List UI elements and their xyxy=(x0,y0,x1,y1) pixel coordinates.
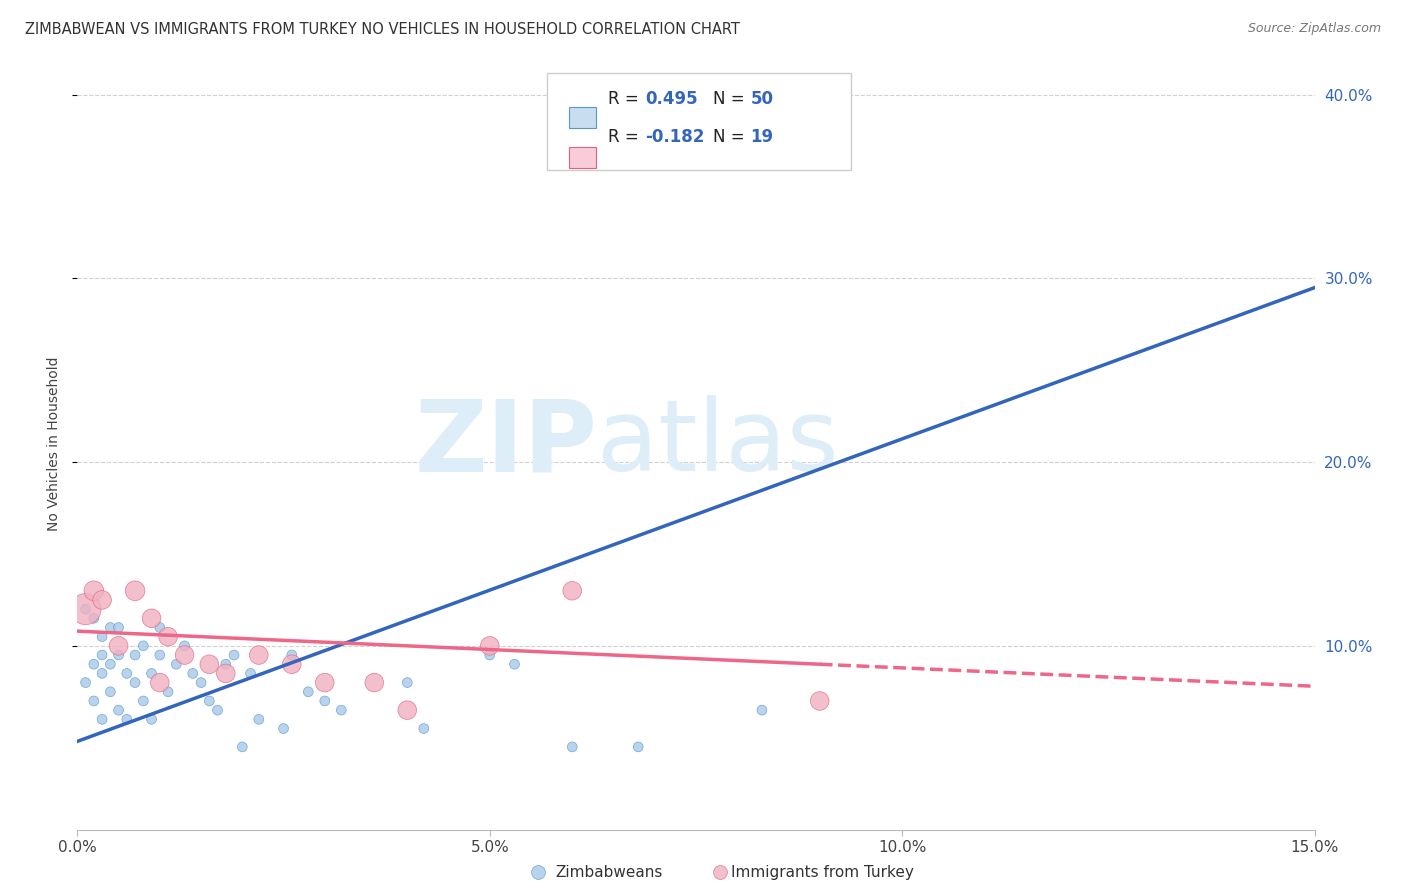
Point xyxy=(363,675,385,690)
Point xyxy=(239,666,262,681)
Point xyxy=(165,657,187,672)
Point xyxy=(75,675,97,690)
Point xyxy=(157,685,180,699)
Point xyxy=(527,865,550,880)
Text: N =: N = xyxy=(713,128,751,146)
Text: Source: ZipAtlas.com: Source: ZipAtlas.com xyxy=(1247,22,1381,36)
Point xyxy=(215,657,238,672)
Point xyxy=(83,657,105,672)
Point xyxy=(115,712,138,726)
Point xyxy=(91,712,114,726)
Point xyxy=(173,639,195,653)
Point xyxy=(725,124,748,138)
Point xyxy=(396,703,419,717)
Text: ZIP: ZIP xyxy=(415,395,598,492)
Point xyxy=(808,694,831,708)
Text: R =: R = xyxy=(609,90,644,108)
Text: R =: R = xyxy=(609,128,644,146)
Point xyxy=(222,648,245,662)
Text: Immigrants from Turkey: Immigrants from Turkey xyxy=(731,865,914,880)
Point xyxy=(91,630,114,644)
Point xyxy=(412,722,434,736)
Text: N =: N = xyxy=(713,90,751,108)
Text: 0.495: 0.495 xyxy=(645,90,697,108)
Point xyxy=(231,739,253,754)
Point xyxy=(107,620,129,634)
Bar xyxy=(568,106,596,128)
Point xyxy=(107,648,129,662)
Point xyxy=(478,648,501,662)
Point xyxy=(107,639,129,653)
Point xyxy=(281,657,304,672)
Point xyxy=(157,630,180,644)
Point xyxy=(98,685,121,699)
Point xyxy=(627,739,650,754)
Point xyxy=(124,675,146,690)
Point xyxy=(75,602,97,616)
Text: Zimbabweans: Zimbabweans xyxy=(555,865,662,880)
Point xyxy=(314,694,336,708)
Text: 19: 19 xyxy=(751,128,773,146)
Point xyxy=(273,722,295,736)
Point xyxy=(141,666,163,681)
Text: atlas: atlas xyxy=(598,395,838,492)
Point xyxy=(207,703,229,717)
Point xyxy=(478,639,501,653)
Point xyxy=(561,739,583,754)
Point xyxy=(132,639,155,653)
Point xyxy=(709,865,731,880)
Point xyxy=(124,648,146,662)
Point xyxy=(503,657,526,672)
Point xyxy=(314,675,336,690)
Text: -0.182: -0.182 xyxy=(645,128,704,146)
Point xyxy=(141,712,163,726)
Point xyxy=(141,611,163,625)
Point xyxy=(91,648,114,662)
Point xyxy=(124,583,146,598)
Point xyxy=(181,666,204,681)
FancyBboxPatch shape xyxy=(547,73,851,169)
Point xyxy=(91,593,114,607)
Point xyxy=(98,620,121,634)
Point xyxy=(281,648,304,662)
Point xyxy=(107,703,129,717)
Point xyxy=(396,675,419,690)
Point xyxy=(173,648,195,662)
Point xyxy=(91,666,114,681)
Point xyxy=(83,583,105,598)
Text: 50: 50 xyxy=(751,90,773,108)
Point xyxy=(751,703,773,717)
Point xyxy=(561,583,583,598)
Point xyxy=(190,675,212,690)
Point xyxy=(297,685,319,699)
Text: ZIMBABWEAN VS IMMIGRANTS FROM TURKEY NO VEHICLES IN HOUSEHOLD CORRELATION CHART: ZIMBABWEAN VS IMMIGRANTS FROM TURKEY NO … xyxy=(25,22,740,37)
Point xyxy=(247,648,270,662)
Point xyxy=(330,703,353,717)
Point xyxy=(149,675,172,690)
Point xyxy=(132,694,155,708)
Point xyxy=(215,666,238,681)
Point xyxy=(247,712,270,726)
Point xyxy=(115,666,138,681)
Bar xyxy=(568,146,596,169)
Point xyxy=(98,657,121,672)
Point xyxy=(149,620,172,634)
Point xyxy=(83,611,105,625)
Point xyxy=(198,694,221,708)
Y-axis label: No Vehicles in Household: No Vehicles in Household xyxy=(46,357,60,531)
Point xyxy=(75,602,97,616)
Point xyxy=(149,648,172,662)
Point xyxy=(198,657,221,672)
Point xyxy=(83,694,105,708)
